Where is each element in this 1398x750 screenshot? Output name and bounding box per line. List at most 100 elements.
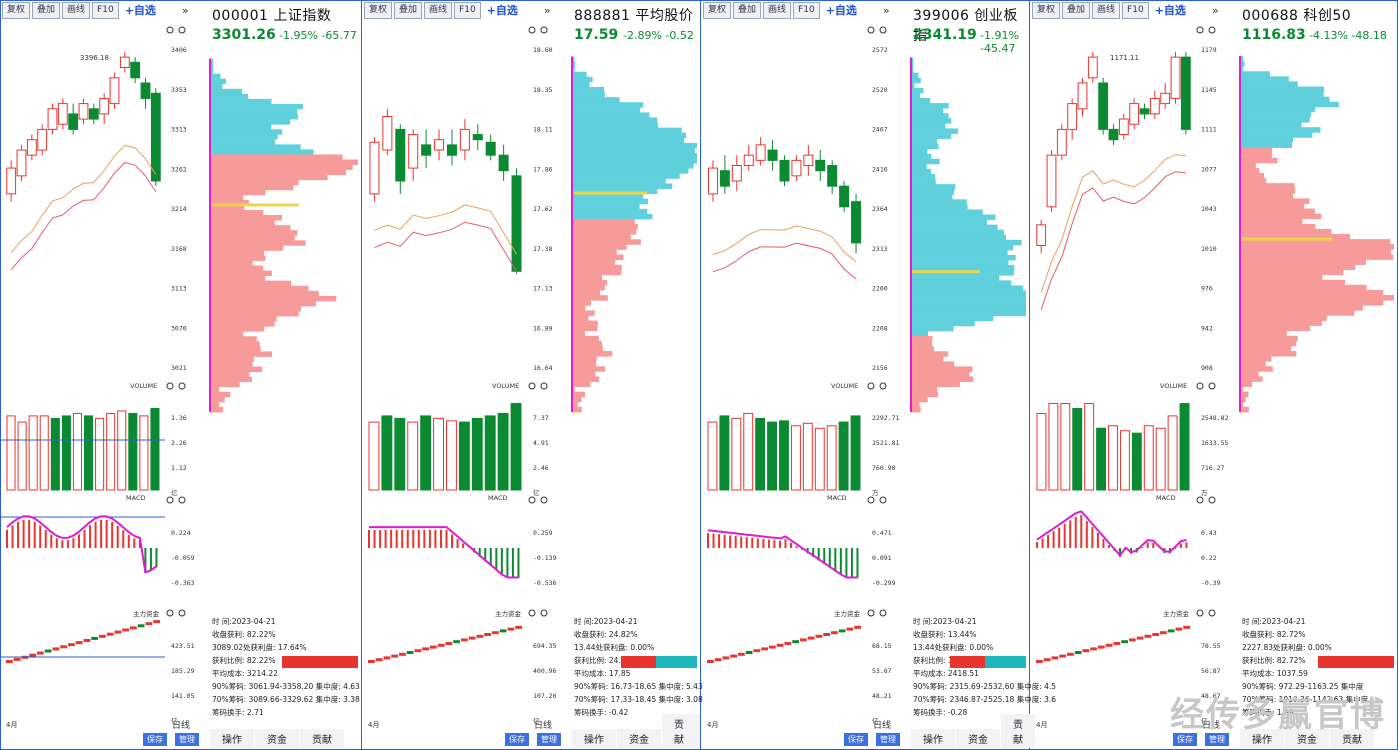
add-watchlist-button[interactable]: +自选: [825, 3, 857, 17]
chart-canvas: 1171.11 1179 1145 1111 1077 1043 1010 976 942 908…: [1036, 26, 1394, 725]
panel-option-icon[interactable]: [1196, 496, 1204, 504]
toolbar-button-2[interactable]: 画线: [62, 1, 91, 19]
panel-close-icon[interactable]: [178, 26, 186, 34]
panel-close-icon[interactable]: [1208, 496, 1216, 504]
toolbar-button-0[interactable]: 复权: [2, 1, 31, 19]
panel-close-icon[interactable]: [540, 609, 548, 617]
toolbar-button-2[interactable]: 画线: [424, 1, 453, 19]
manage-button[interactable]: 管理: [175, 733, 199, 746]
volume-bar: [381, 415, 393, 491]
chip-bar: [210, 215, 283, 221]
toolbar-button-2[interactable]: 画线: [763, 1, 792, 19]
panel-close-icon[interactable]: [540, 496, 548, 504]
save-button[interactable]: 保存: [143, 733, 167, 746]
panel-option-icon[interactable]: [1196, 26, 1204, 34]
add-watchlist-button[interactable]: +自选: [1154, 3, 1186, 17]
macd-histogram-bar: [456, 539, 459, 548]
daily-period-label[interactable]: 日线: [873, 721, 892, 731]
panel-option-icon[interactable]: [166, 382, 174, 390]
panel-option-icon[interactable]: [528, 609, 536, 617]
bottom-tab-2[interactable]: 贡献: [1001, 714, 1035, 748]
toolbar-button-3[interactable]: F10: [454, 1, 481, 19]
bottom-tab-1[interactable]: 资金: [1285, 729, 1329, 748]
toolbar-button-2[interactable]: 画线: [1092, 1, 1121, 19]
bottom-tab-0[interactable]: 操作: [210, 729, 254, 748]
candle: [119, 56, 130, 68]
panel-close-icon[interactable]: [178, 609, 186, 617]
panel-option-icon[interactable]: [1196, 382, 1204, 390]
manage-button[interactable]: 管理: [537, 733, 561, 746]
candle: [1036, 224, 1047, 246]
panel-option-icon[interactable]: [867, 609, 875, 617]
more-chevron-icon[interactable]: »: [1211, 3, 1219, 17]
panel-option-icon[interactable]: [528, 26, 536, 34]
panel-option-icon[interactable]: [166, 26, 174, 34]
panel-option-icon[interactable]: [867, 26, 875, 34]
daily-period-label[interactable]: 日线: [1202, 721, 1221, 731]
profit-ratio-bar: [282, 656, 358, 668]
chip-bar: [572, 244, 627, 250]
toolbar-button-1[interactable]: 叠加: [32, 1, 61, 19]
bottom-tab-1[interactable]: 资金: [255, 729, 299, 748]
toolbar-button-3[interactable]: F10: [793, 1, 820, 19]
chip-info-line: 90%筹码: 972.29-1163.25 集中度: [1242, 682, 1364, 691]
bottom-tab-0[interactable]: 操作: [572, 729, 616, 748]
panel-close-icon[interactable]: [540, 26, 548, 34]
panel-close-icon[interactable]: [879, 26, 887, 34]
save-button[interactable]: 保存: [505, 733, 529, 746]
panel-option-icon[interactable]: [166, 609, 174, 617]
save-button[interactable]: 保存: [1173, 733, 1197, 746]
panel-option-icon[interactable]: [528, 496, 536, 504]
save-button[interactable]: 保存: [844, 733, 868, 746]
month-label: 4月: [1036, 721, 1048, 729]
add-watchlist-button[interactable]: +自选: [124, 3, 156, 17]
daily-period-label[interactable]: 日线: [172, 721, 191, 731]
panel-close-icon[interactable]: [540, 382, 548, 390]
flow-bar: [515, 625, 522, 629]
add-watchlist-button[interactable]: +自选: [486, 3, 518, 17]
toolbar-button-0[interactable]: 复权: [703, 1, 732, 19]
flow-bar: [145, 622, 153, 626]
manage-button[interactable]: 管理: [1205, 733, 1229, 746]
price-axis-tick: 2520: [872, 86, 888, 94]
bottom-tab-1[interactable]: 资金: [956, 729, 1000, 748]
toolbar-button-0[interactable]: 复权: [1032, 1, 1061, 19]
macd-histogram-bar: [484, 548, 487, 562]
panel-close-icon[interactable]: [1208, 26, 1216, 34]
chip-bar: [911, 305, 1026, 312]
panel-close-icon[interactable]: [1208, 609, 1216, 617]
more-chevron-icon[interactable]: »: [882, 3, 890, 17]
bottom-tab-0[interactable]: 操作: [1240, 729, 1284, 748]
manage-button[interactable]: 管理: [876, 733, 900, 746]
panel-option-icon[interactable]: [867, 382, 875, 390]
toolbar-button-3[interactable]: F10: [1122, 1, 1149, 19]
panel-option-icon[interactable]: [867, 496, 875, 504]
bottom-tab-2[interactable]: 贡献: [662, 714, 700, 748]
toolbar-button-0[interactable]: 复权: [364, 1, 393, 19]
loss-ratio-bar: [985, 656, 1026, 668]
panel-close-icon[interactable]: [178, 382, 186, 390]
bottom-tab-0[interactable]: 操作: [911, 729, 955, 748]
toolbar-button-1[interactable]: 叠加: [733, 1, 762, 19]
panel-close-icon[interactable]: [1208, 382, 1216, 390]
toolbar-button-1[interactable]: 叠加: [394, 1, 423, 19]
chip-bar: [1240, 157, 1278, 164]
panel-close-icon[interactable]: [879, 496, 887, 504]
macd-histogram-bar: [1058, 527, 1061, 548]
more-chevron-icon[interactable]: »: [543, 3, 551, 17]
toolbar-button-1[interactable]: 叠加: [1062, 1, 1091, 19]
panel-close-icon[interactable]: [879, 382, 887, 390]
bottom-tab-1[interactable]: 资金: [617, 729, 661, 748]
panel-option-icon[interactable]: [1196, 609, 1204, 617]
panel-option-icon[interactable]: [528, 382, 536, 390]
bottom-tab-2[interactable]: 贡献: [300, 729, 344, 748]
bottom-tab-2[interactable]: 贡献: [1330, 729, 1374, 748]
panel-close-icon[interactable]: [178, 496, 186, 504]
daily-period-label[interactable]: 日线: [534, 721, 553, 731]
more-chevron-icon[interactable]: »: [181, 3, 189, 17]
flow-label: 主力资金: [1163, 609, 1190, 618]
chip-bar: [210, 169, 347, 176]
toolbar-button-3[interactable]: F10: [92, 1, 119, 19]
panel-close-icon[interactable]: [879, 609, 887, 617]
panel-option-icon[interactable]: [166, 496, 174, 504]
